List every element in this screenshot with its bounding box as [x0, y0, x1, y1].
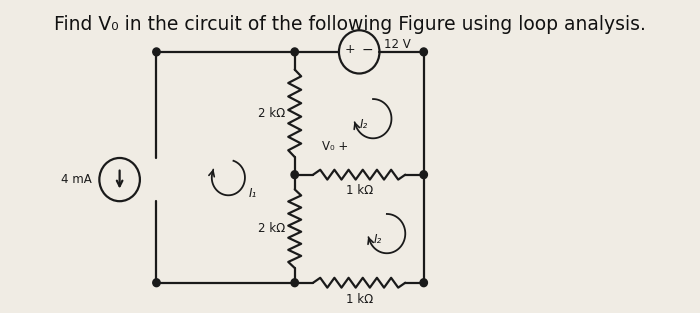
Text: −: − — [362, 43, 373, 57]
Text: +: + — [344, 44, 356, 56]
Circle shape — [291, 279, 298, 287]
Text: 1 kΩ: 1 kΩ — [346, 293, 373, 305]
Text: I₁: I₁ — [248, 187, 257, 200]
Text: 1 kΩ: 1 kΩ — [346, 184, 373, 198]
Circle shape — [291, 171, 298, 179]
Text: 4 mA: 4 mA — [61, 173, 92, 186]
Circle shape — [153, 279, 160, 287]
Text: I₂: I₂ — [374, 233, 382, 246]
Circle shape — [420, 171, 428, 179]
Text: Find V₀ in the circuit of the following Figure using loop analysis.: Find V₀ in the circuit of the following … — [54, 15, 646, 33]
Circle shape — [291, 48, 298, 56]
Circle shape — [420, 279, 428, 287]
Text: 12 V: 12 V — [384, 38, 411, 50]
Text: 2 kΩ: 2 kΩ — [258, 222, 286, 235]
Circle shape — [420, 48, 428, 56]
Text: 2 kΩ: 2 kΩ — [258, 107, 286, 120]
Text: V₀ +: V₀ + — [323, 140, 349, 153]
Circle shape — [153, 48, 160, 56]
Text: I₂: I₂ — [360, 118, 368, 131]
